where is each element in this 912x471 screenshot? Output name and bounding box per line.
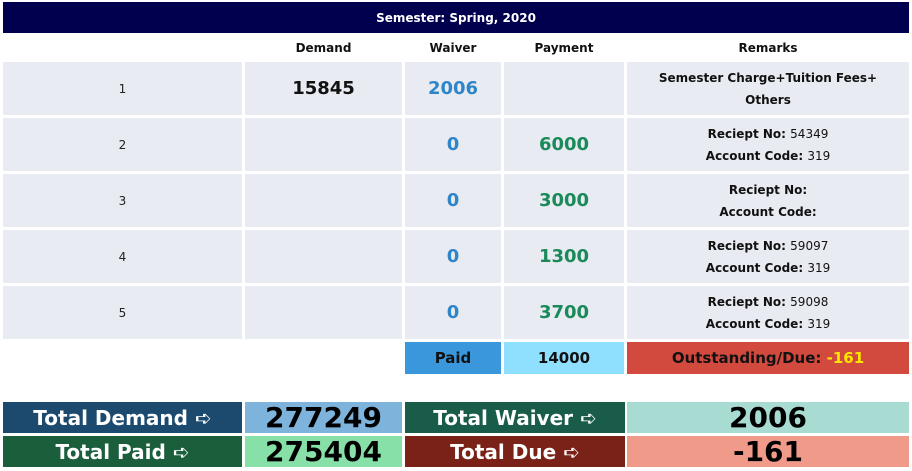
row-remarks: Reciept No: Account Code: [627, 174, 909, 227]
remarks-line-1: Semester Charge+Tuition Fees+ [658, 70, 878, 85]
receipt-no: 54349 [790, 126, 829, 141]
total-due-label: Total Due ➪ [405, 436, 625, 467]
account-label: Account Code: [719, 204, 817, 219]
outstanding-label: Outstanding/Due: [671, 349, 822, 367]
paid-value: 14000 [537, 349, 591, 367]
row-sl: 5 [3, 286, 242, 339]
paid-label: Paid [434, 349, 472, 367]
row-remarks: Reciept No: 59098 Account Code: 319 [627, 286, 909, 339]
receipt-no: 59097 [790, 238, 829, 253]
paid-value-cell: 14000 [504, 342, 624, 374]
row-demand [245, 118, 402, 171]
row-payment [504, 62, 624, 115]
row-demand [245, 174, 402, 227]
row-demand [245, 230, 402, 283]
outstanding-cell: Outstanding/Due: -161 [627, 342, 909, 374]
total-demand-value: 277249 [245, 401, 402, 434]
row-payment: 3700 [504, 286, 624, 339]
row-waiver: 0 [405, 118, 501, 171]
row-waiver: 0 [405, 174, 501, 227]
row-sl: 3 [3, 174, 242, 227]
row-waiver: 0 [405, 230, 501, 283]
paid-label-cell: Paid [405, 342, 501, 374]
receipt-label: Reciept No: [707, 126, 786, 141]
row-waiver: 0 [405, 286, 501, 339]
total-demand-label: Total Demand ➪ [3, 402, 242, 433]
row-waiver: 2006 [405, 62, 501, 115]
row-demand [245, 286, 402, 339]
semester-banner: Semester: Spring, 2020 [3, 2, 909, 33]
row-remarks: Reciept No: 54349 Account Code: 319 [627, 118, 909, 171]
header-payment: Payment [534, 41, 594, 55]
total-paid-value: 275404 [245, 435, 402, 468]
total-waiver-label: Total Waiver ➪ [405, 402, 625, 433]
account-label: Account Code: [705, 316, 804, 331]
row-sl: 1 [3, 62, 242, 115]
semester-label: Semester: Spring, 2020 [376, 10, 536, 25]
row-demand: 15845 [245, 62, 402, 115]
receipt-label: Reciept No: [707, 238, 786, 253]
remarks-line-2: Others [745, 92, 791, 107]
header-sl [3, 36, 242, 60]
row-sl: 2 [3, 118, 242, 171]
account-label: Account Code: [705, 148, 804, 163]
account-code: 319 [807, 260, 831, 275]
row-payment: 1300 [504, 230, 624, 283]
receipt-label: Reciept No: [728, 182, 808, 197]
row-payment: 3000 [504, 174, 624, 227]
row-remarks: Reciept No: 59097 Account Code: 319 [627, 230, 909, 283]
row-payment: 6000 [504, 118, 624, 171]
header-waiver: Waiver [429, 41, 477, 55]
total-due-value: -161 [627, 435, 909, 468]
row-sl: 4 [3, 230, 242, 283]
total-waiver-value: 2006 [627, 401, 909, 434]
receipt-label: Reciept No: [707, 294, 786, 309]
total-paid-label: Total Paid ➪ [3, 436, 242, 467]
receipt-no: 59098 [790, 294, 829, 309]
account-code: 319 [807, 316, 831, 331]
account-code: 319 [807, 148, 831, 163]
outstanding-value: -161 [826, 349, 865, 367]
account-label: Account Code: [705, 260, 804, 275]
row-remarks: Semester Charge+Tuition Fees+ Others [627, 62, 909, 115]
header-remarks: Remarks [738, 41, 798, 55]
header-demand: Demand [295, 41, 352, 55]
